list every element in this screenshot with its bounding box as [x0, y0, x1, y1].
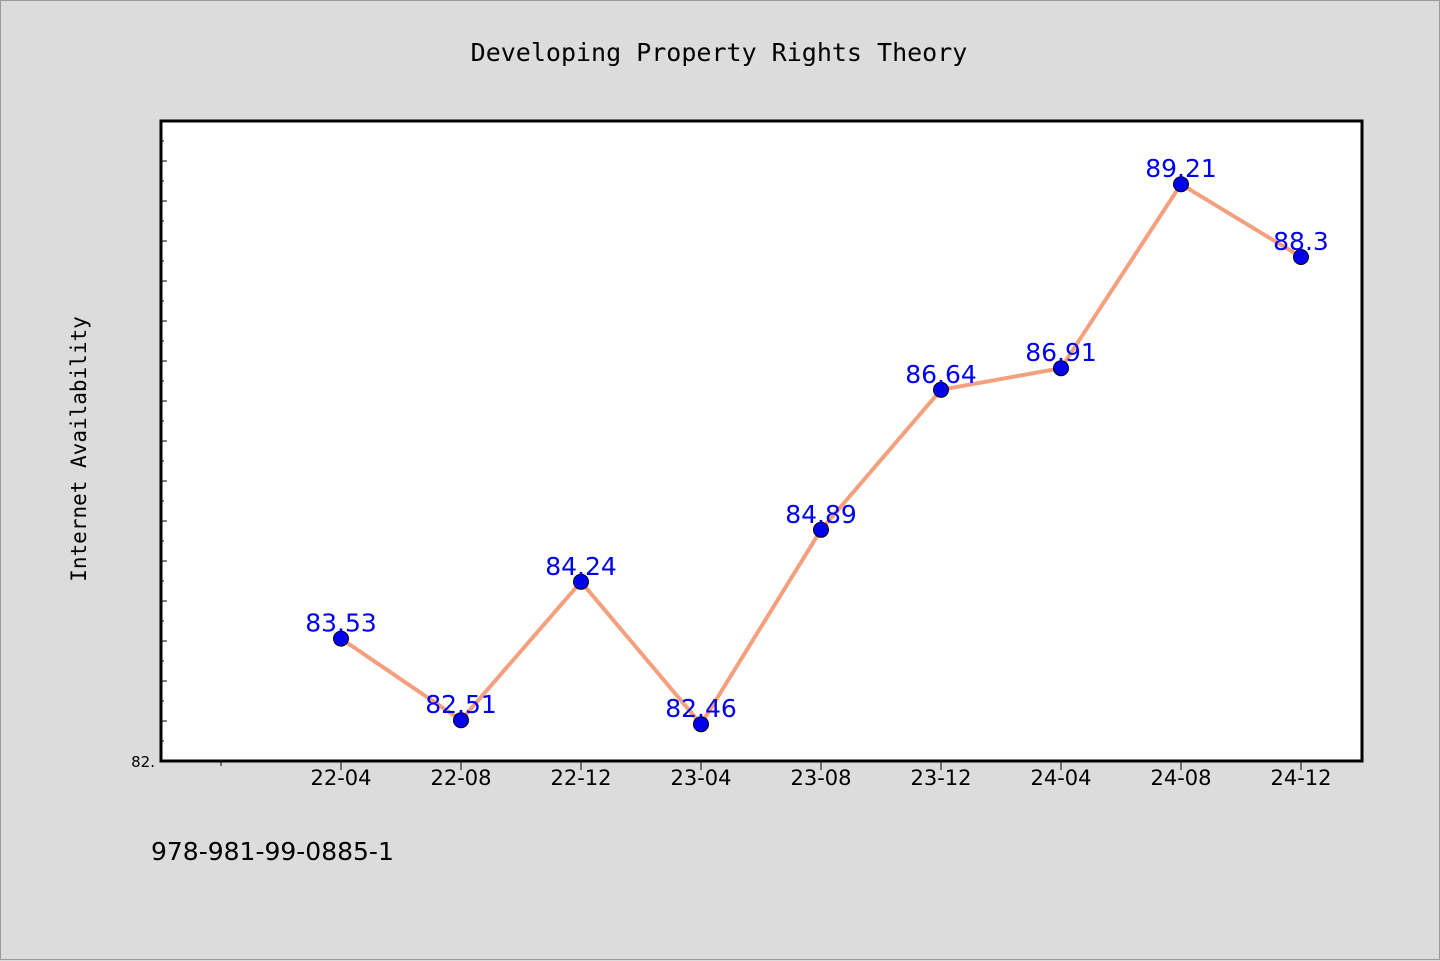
data-point	[1293, 249, 1309, 265]
chart-title: Developing Property Rights Theory	[471, 38, 968, 67]
x-tick-label: 24-12	[1270, 766, 1331, 790]
data-point	[933, 381, 949, 398]
data-point	[693, 716, 709, 733]
data-label: 88.3	[1273, 227, 1329, 256]
data-point	[1173, 176, 1189, 193]
plot-area	[159, 119, 1364, 763]
isbn-code: 978-981-99-0885-1	[151, 837, 394, 866]
data-point	[453, 712, 469, 729]
data-label: 84.24	[545, 552, 617, 581]
data-point	[1053, 360, 1069, 377]
x-tick-label: 23-08	[790, 766, 851, 790]
series-layer: 83.53 82.51 84.24 82.46 84.89 86.64 86.91 89.21…	[305, 154, 1329, 733]
data-label: 82.51	[425, 690, 497, 719]
data-label: 83.53	[305, 609, 377, 638]
x-tick-label: 22-08	[430, 766, 491, 790]
y-axis-ticks	[161, 140, 167, 742]
data-point	[573, 573, 589, 590]
data-label: 86.64	[905, 360, 977, 389]
x-tick-label: 23-04	[670, 766, 731, 790]
x-tick-label: 22-12	[550, 766, 611, 790]
x-axis-ticks: 22-04 22-08 22-12 23-04 23-08 23-12 24-04 24-08…	[220, 761, 1332, 790]
data-label: 86.91	[1025, 338, 1097, 367]
x-tick-label: 22-04	[310, 766, 371, 790]
data-label: 82.46	[665, 694, 737, 723]
data-point	[333, 630, 349, 647]
x-tick-label: 24-04	[1030, 766, 1091, 790]
x-tick-label: 23-12	[910, 766, 971, 790]
data-point	[813, 521, 829, 538]
data-label: 89.21	[1145, 154, 1217, 183]
data-label: 84.89	[785, 500, 857, 529]
y-tick-label: 82.	[131, 753, 155, 771]
y-axis-label: Internet Availability	[67, 316, 91, 582]
x-tick-label: 24-08	[1150, 766, 1211, 790]
